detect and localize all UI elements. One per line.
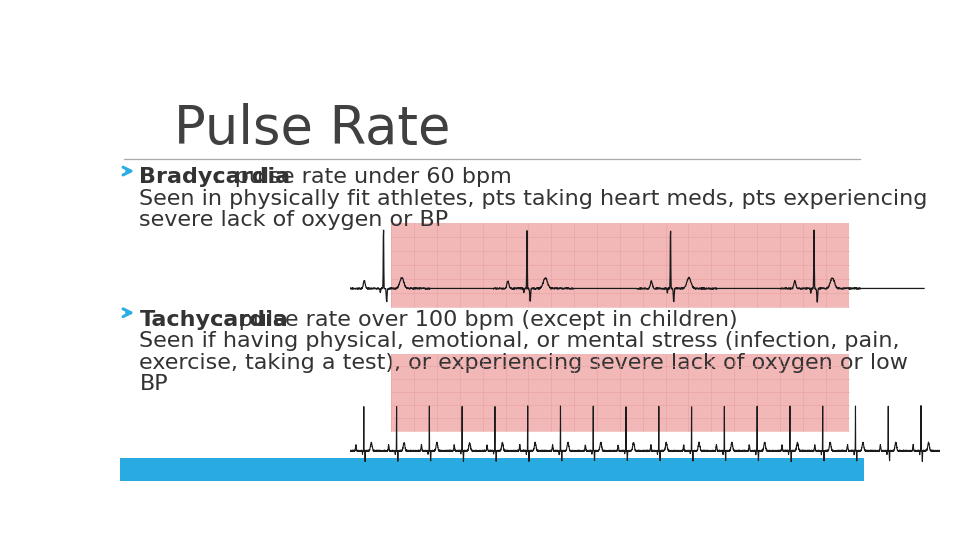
Bar bbox=[392, 354, 849, 430]
Bar bbox=[120, 457, 864, 481]
Bar bbox=[392, 222, 849, 307]
Text: Pulse Rate: Pulse Rate bbox=[175, 103, 450, 156]
Text: Seen in physically fit athletes, pts taking heart meds, pts experiencing: Seen in physically fit athletes, pts tak… bbox=[139, 189, 927, 209]
Text: :  pulse rate under 60 bpm: : pulse rate under 60 bpm bbox=[213, 167, 512, 187]
Text: :  pulse rate over 100 bpm (except in children): : pulse rate over 100 bpm (except in chi… bbox=[217, 309, 737, 329]
Text: Bradycardia: Bradycardia bbox=[139, 167, 291, 187]
Text: Seen if having physical, emotional, or mental stress (infection, pain,: Seen if having physical, emotional, or m… bbox=[139, 331, 900, 351]
Text: exercise, taking a test), or experiencing severe lack of oxygen or low: exercise, taking a test), or experiencin… bbox=[139, 353, 908, 373]
Text: Tachycardia: Tachycardia bbox=[139, 309, 288, 329]
Text: BP: BP bbox=[139, 374, 168, 394]
Text: severe lack of oxygen or BP: severe lack of oxygen or BP bbox=[139, 211, 448, 231]
